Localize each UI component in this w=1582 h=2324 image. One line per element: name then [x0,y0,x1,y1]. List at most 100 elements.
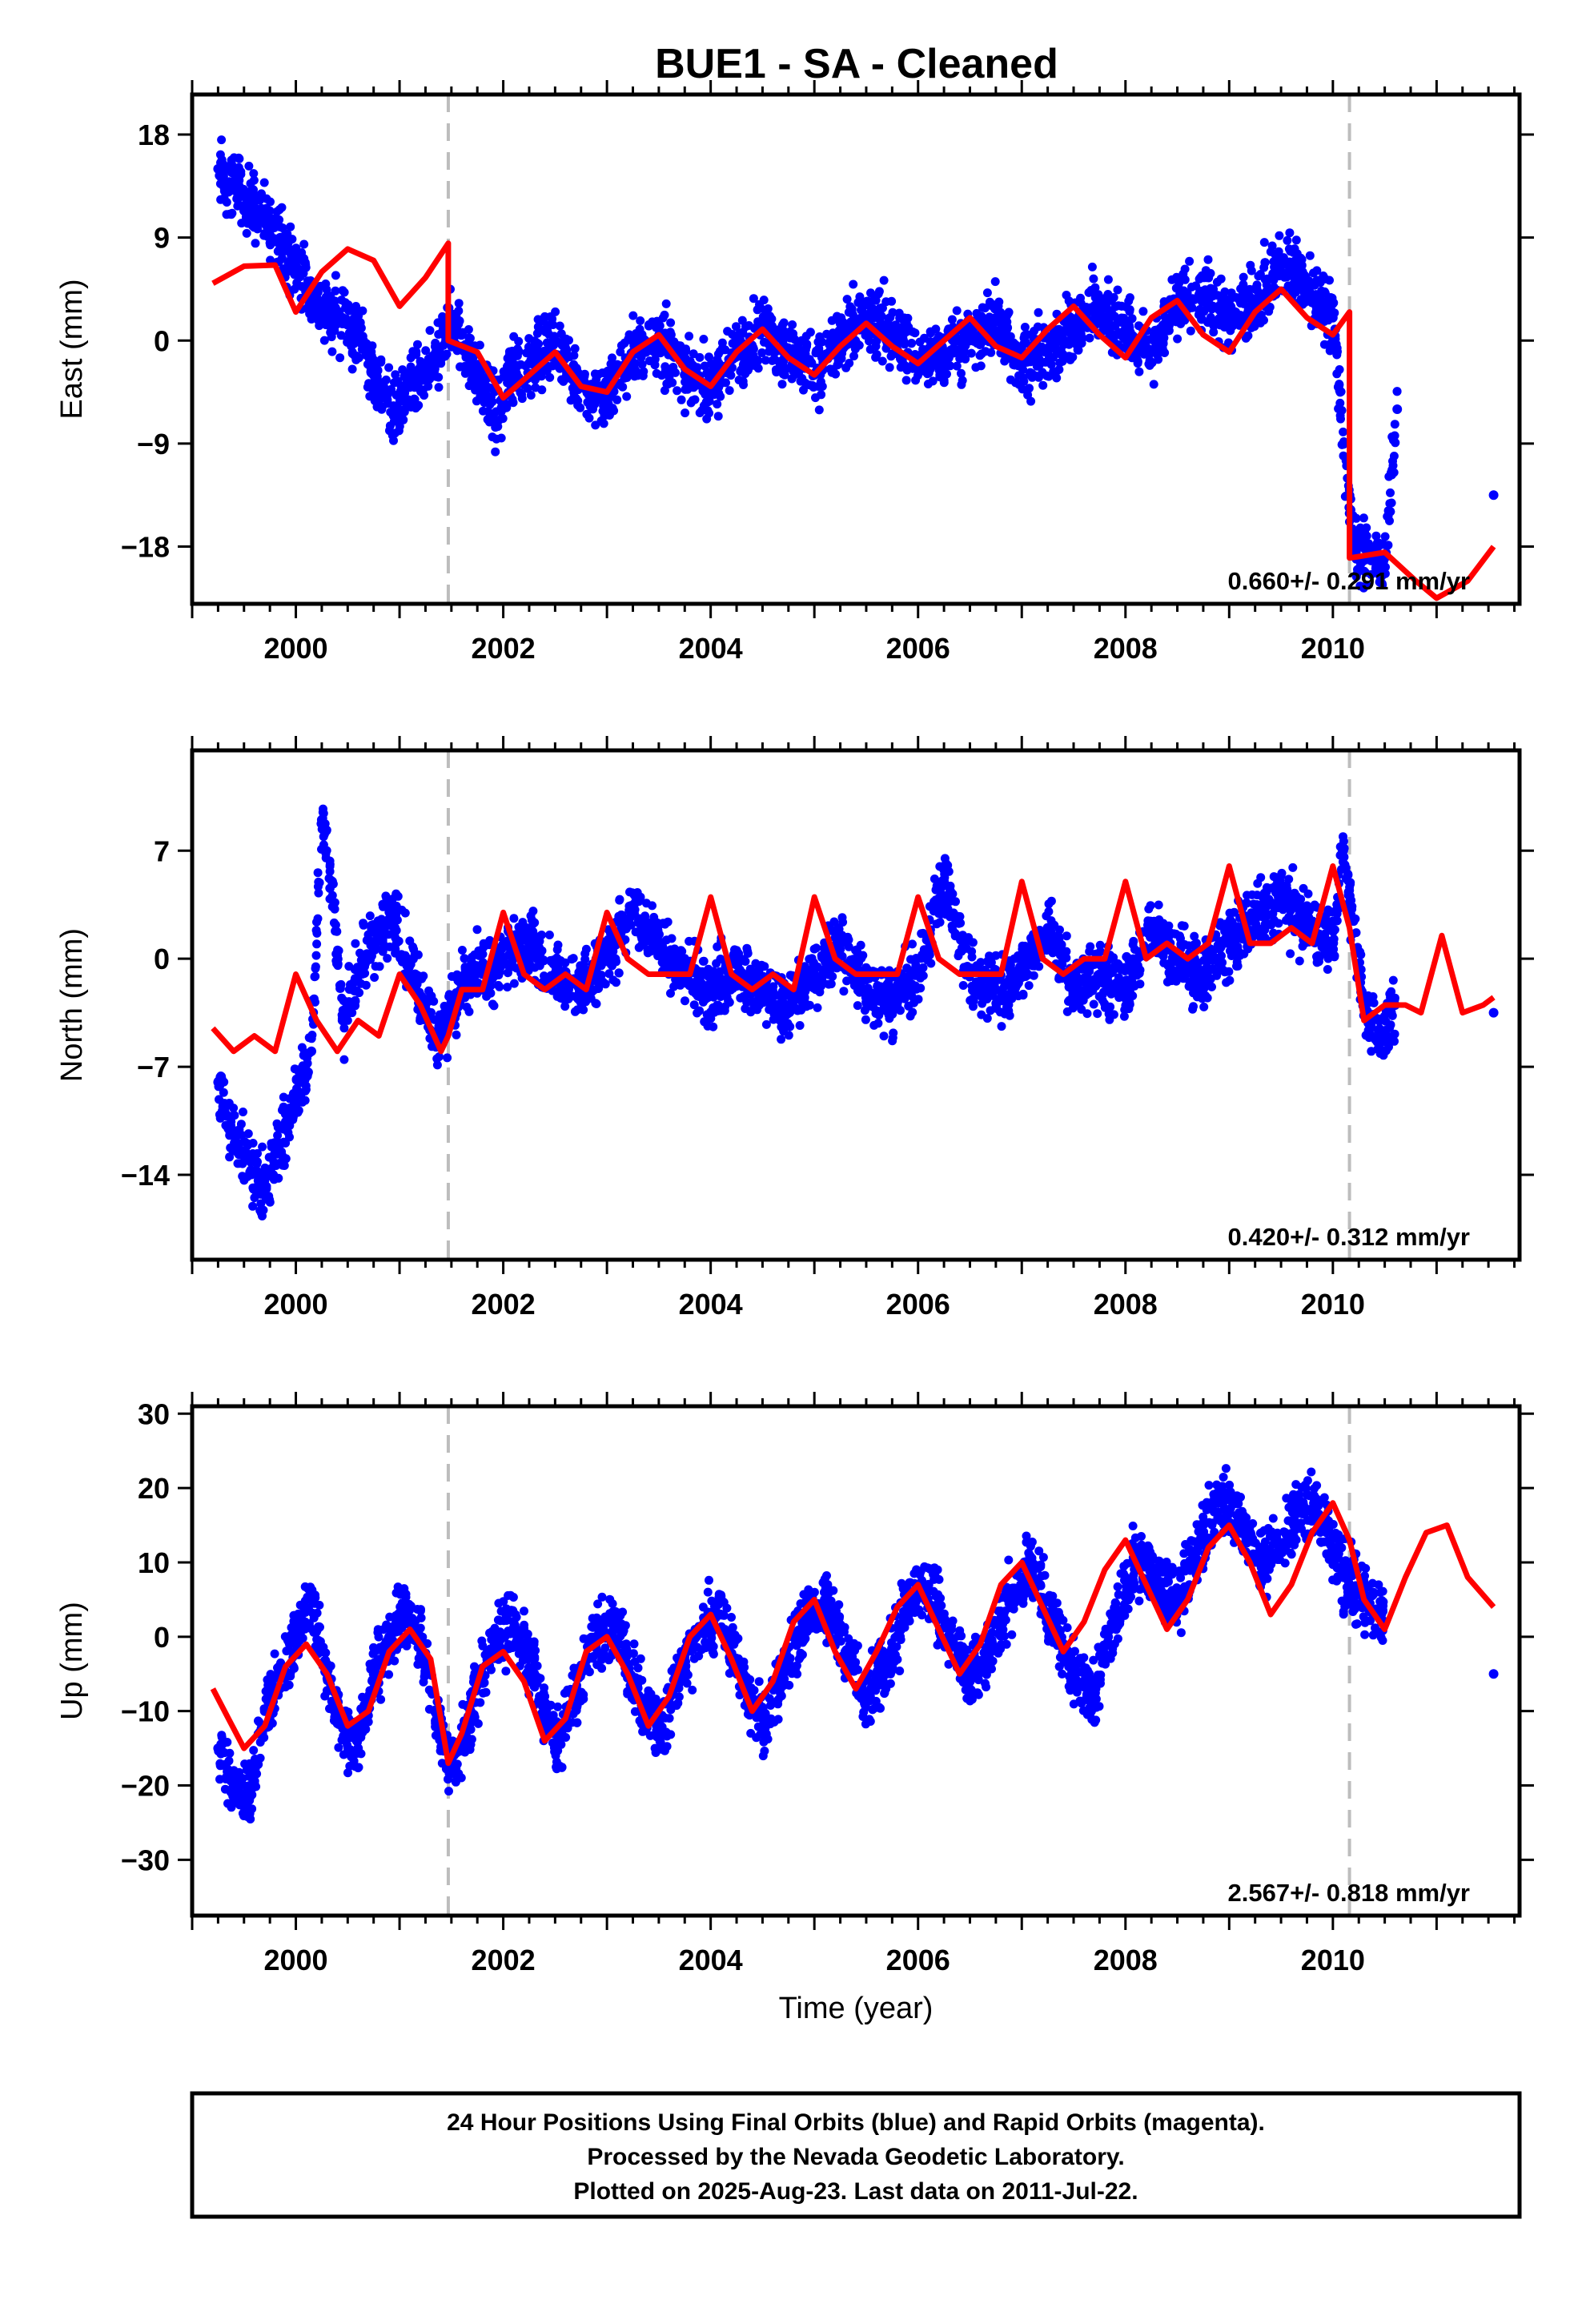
data-point [760,996,769,1006]
data-point [359,969,368,979]
data-point [1290,275,1299,285]
data-point [307,315,316,324]
data-point [1019,376,1029,386]
data-point [797,1005,806,1015]
data-point [258,1142,267,1152]
data-point [1018,384,1027,394]
data-point [290,253,299,263]
data-point [411,404,420,413]
data-point [1371,531,1381,541]
data-point [810,964,820,974]
data-point [716,1006,725,1015]
data-point [347,1008,357,1018]
data-point [700,1017,709,1027]
data-point [986,348,996,357]
data-point [1255,318,1265,328]
data-point [784,1009,793,1019]
data-point [217,135,227,145]
data-point [952,361,962,371]
data-point [845,302,855,312]
data-point [1174,310,1183,320]
data-point [873,981,882,990]
data-point [849,352,858,361]
data-point [635,351,644,360]
data-point [476,392,485,401]
data-point [885,363,894,372]
data-point [328,308,338,317]
data-point [380,930,390,939]
data-point [1288,263,1298,272]
data-point [475,340,484,350]
data-point [1034,308,1043,317]
data-point [639,367,648,376]
data-point [862,310,872,320]
data-point [604,969,614,979]
data-point [821,965,831,975]
data-point [957,380,966,389]
data-point [361,980,371,990]
data-point [1329,298,1339,308]
data-point [498,414,508,424]
data-point [842,976,852,986]
data-point [671,368,680,377]
data-point [849,279,858,289]
data-point [238,1159,247,1168]
data-point [413,950,423,959]
data-point [1086,286,1096,295]
data-point [1114,330,1123,340]
data-point [681,346,691,356]
data-point [902,963,912,973]
data-point [757,348,767,357]
data-point [1351,513,1361,523]
data-point [622,392,632,401]
data-point [1304,280,1314,290]
data-point [239,206,248,215]
data-point [256,1189,266,1199]
x-tick-label: 2000 [263,632,327,665]
data-point [479,943,488,952]
data-point [1226,326,1235,336]
data-point [1158,345,1167,355]
data-point [1020,331,1030,340]
data-point [466,379,476,388]
data-point [247,1167,256,1176]
data-point [745,965,755,975]
data-point [443,1053,452,1063]
data-point [384,363,394,372]
data-point [348,320,358,330]
data-point [1025,370,1034,380]
data-point [749,344,758,354]
data-point [946,345,956,355]
data-point [893,979,902,988]
data-point [391,926,401,935]
data-point [580,949,590,959]
data-point [528,919,538,929]
data-point [1052,373,1062,383]
data-point [1488,1007,1499,1018]
data-point [484,383,494,392]
data-point [863,991,873,1001]
data-point [733,331,742,340]
data-point [717,338,727,348]
data-point [1089,274,1098,283]
data-point [383,954,392,963]
data-point [400,908,410,918]
data-point [1058,333,1067,343]
data-point [858,951,868,960]
data-point [1325,275,1334,285]
data-point [1296,253,1306,263]
data-point [598,977,608,987]
data-point [811,348,821,358]
data-point [477,380,487,390]
data-point [1002,317,1011,326]
data-point [548,314,557,324]
data-point [436,1019,444,1029]
data-point [952,306,962,316]
data-point [1330,308,1339,318]
data-point [840,329,849,339]
data-point [837,951,847,961]
data-point [1385,499,1395,509]
data-point [343,1015,352,1025]
data-point [1002,325,1011,335]
